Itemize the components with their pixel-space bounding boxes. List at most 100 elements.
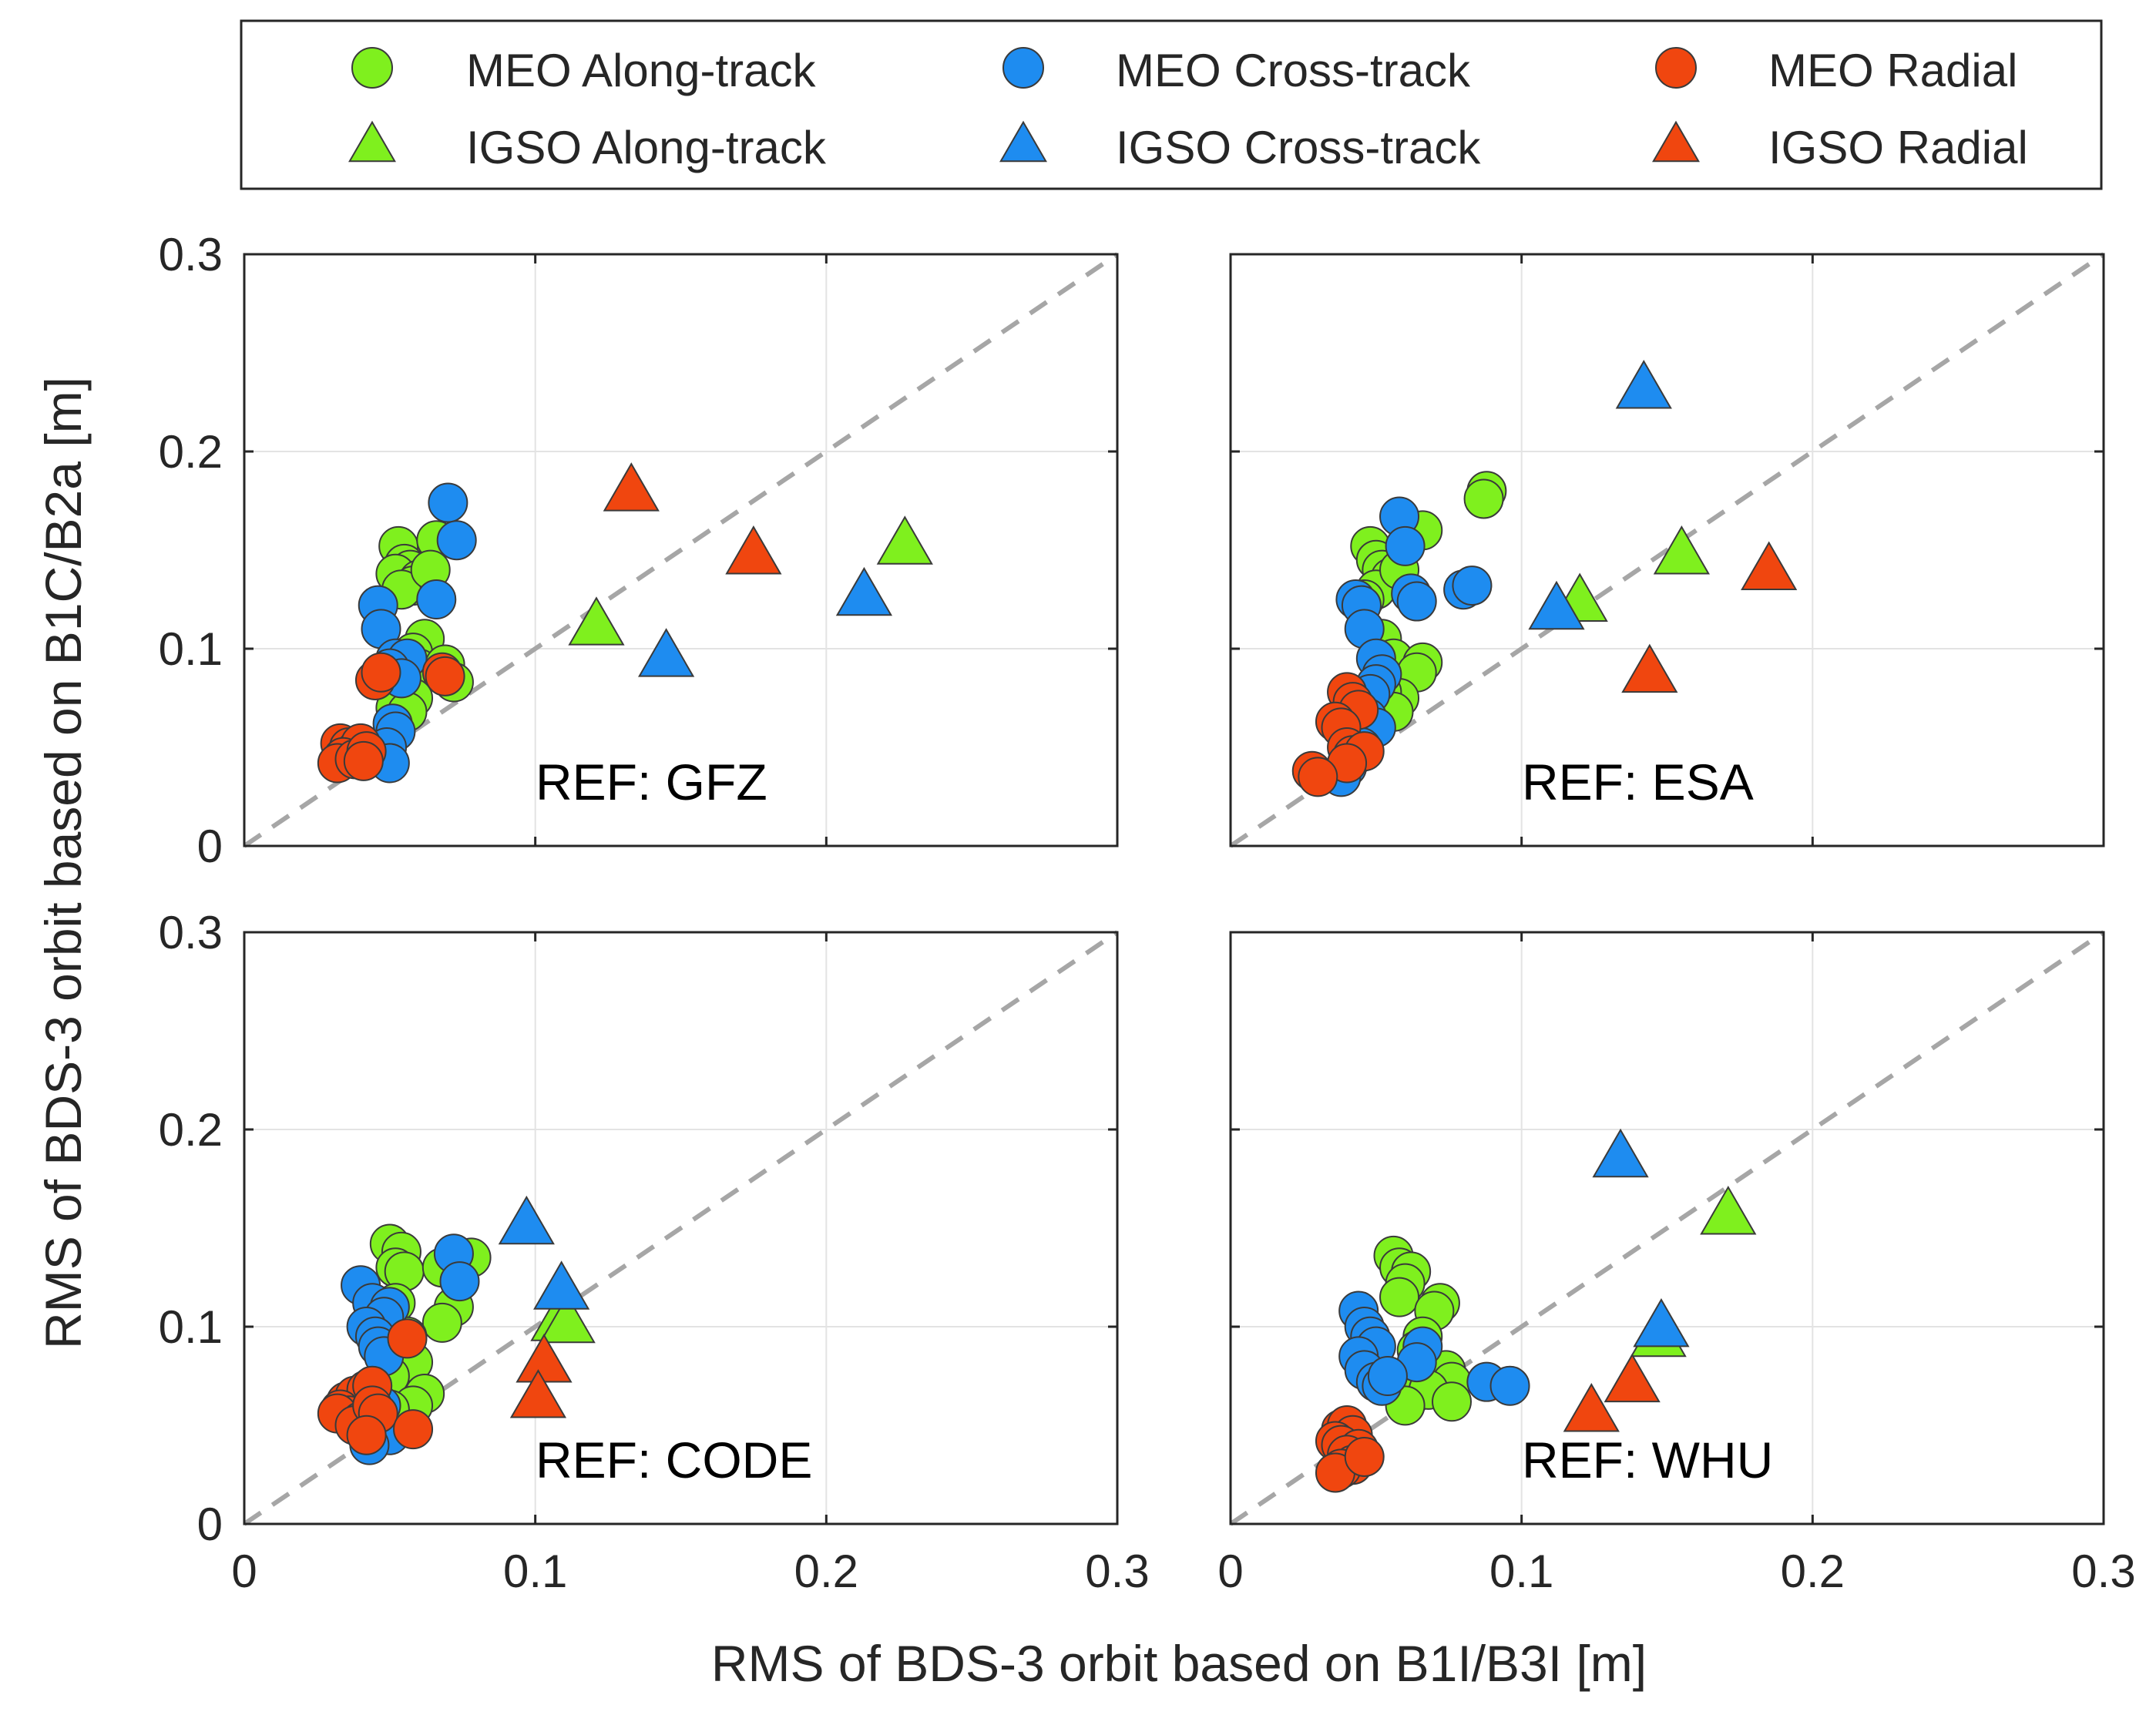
series-meo-radial <box>317 652 465 784</box>
point-meo-radial <box>393 1409 434 1450</box>
series-igso-along-track <box>530 1292 596 1344</box>
series-igso-radial <box>1563 1353 1661 1432</box>
panel-annotation: REF: WHU <box>1522 1431 1773 1488</box>
y-tick-label: 0 <box>197 821 223 872</box>
x-tick-label: 0.3 <box>1085 1546 1149 1597</box>
point-igso-cross-track <box>1615 360 1672 409</box>
point-meo-cross-track <box>1367 1356 1408 1396</box>
axes-box <box>243 931 1119 1525</box>
legend-label: MEO Radial <box>1768 45 2017 96</box>
axes-box <box>1229 253 2105 847</box>
point-meo-along-track <box>1432 1381 1473 1422</box>
legend-item-igso-radial: IGSO Radial <box>1652 120 2028 173</box>
axes-box <box>243 253 1119 847</box>
point-meo-radial <box>346 1415 387 1455</box>
y-tick-label: 0.3 <box>159 229 223 280</box>
series-meo-radial <box>317 1318 434 1455</box>
point-igso-cross-track <box>533 1260 590 1310</box>
point-meo-radial <box>1344 1436 1385 1477</box>
point-igso-along-track <box>876 515 933 565</box>
legend-label: IGSO Cross-track <box>1116 122 1481 173</box>
point-meo-cross-track <box>439 1261 480 1302</box>
panel-annotation: REF: GFZ <box>536 753 767 811</box>
x-tick-label: 0 <box>231 1546 257 1597</box>
axes-box <box>1229 931 2105 1525</box>
legend-label: IGSO Radial <box>1768 122 2028 173</box>
x-tick-label: 0.2 <box>1781 1546 1845 1597</box>
series-igso-along-track <box>568 515 933 646</box>
x-tick-label: 0.1 <box>1489 1546 1553 1597</box>
y-axis-label: RMS of BDS-3 orbit based on B1C/B2a [m] <box>35 377 92 1349</box>
reference-line-diagonal <box>1229 930 2105 1526</box>
series-igso-cross-track <box>1528 360 1672 630</box>
panel-annotation: REF: ESA <box>1522 753 1754 811</box>
x-axis-label: RMS of BDS-3 orbit based on B1I/B3I [m] <box>711 1635 1647 1692</box>
x-tick-label: 0.2 <box>794 1546 858 1597</box>
point-igso-radial <box>603 462 660 512</box>
point-meo-radial <box>387 1318 428 1359</box>
legend-box <box>240 19 2103 190</box>
point-igso-cross-track <box>1528 580 1585 630</box>
panel-ref-whu: 0 0.1 0.2 0.3 REF: WHU <box>1217 930 2136 1597</box>
series-igso-cross-track <box>638 566 893 677</box>
point-igso-radial <box>509 1369 567 1418</box>
legend-marker-triangle <box>999 120 1047 163</box>
point-igso-radial <box>1563 1383 1620 1432</box>
series-igso-radial <box>509 1334 573 1418</box>
y-tick-label: 0.1 <box>159 623 223 675</box>
legend: MEO Along-track MEO Cross-track MEO Radial… <box>240 19 2103 190</box>
panel-annotation: REF: CODE <box>536 1431 812 1488</box>
legend-marker-triangle <box>348 120 396 163</box>
series-meo-cross-track <box>1338 1290 1530 1406</box>
point-igso-radial <box>1741 541 1798 590</box>
point-meo-cross-track <box>428 482 468 523</box>
point-igso-along-track <box>568 596 625 646</box>
legend-item-igso-along-track: IGSO Along-track <box>348 120 827 173</box>
x-tick-label: 0.1 <box>503 1546 567 1597</box>
point-igso-radial <box>1621 643 1678 693</box>
y-tick-label: 0.1 <box>159 1301 223 1353</box>
y-tick-label: 0 <box>197 1499 223 1550</box>
point-meo-radial <box>1298 757 1338 797</box>
legend-marker-circle <box>1002 47 1044 89</box>
legend-marker-triangle <box>1652 120 1700 163</box>
y-tick-label: 0.3 <box>159 907 223 958</box>
series-igso-cross-track <box>1592 1128 1690 1348</box>
series-meo-radial <box>1315 1405 1385 1493</box>
point-igso-radial <box>725 525 782 575</box>
y-tick-label: 0.2 <box>159 426 223 478</box>
point-meo-cross-track <box>1452 566 1493 606</box>
legend-label: MEO Cross-track <box>1116 45 1471 96</box>
legend-item-meo-along-track: MEO Along-track <box>351 45 816 96</box>
series-igso-radial <box>1621 541 1798 693</box>
legend-label: IGSO Along-track <box>466 122 827 173</box>
series-meo-radial <box>1291 672 1385 797</box>
legend-item-igso-cross-track: IGSO Cross-track <box>999 120 1481 173</box>
point-igso-along-track <box>539 1294 596 1344</box>
legend-item-meo-cross-track: MEO Cross-track <box>1002 45 1471 96</box>
panel-ref-gfz: 0 0.1 0.2 0.3 REF: GFZ <box>159 229 1119 872</box>
point-meo-along-track <box>1463 478 1504 519</box>
panels: 0 0.1 0.2 0.3 REF: GFZ REF: ESA 0 0.1 0.2 0.3 0 0.1… <box>159 229 2136 1597</box>
panel-ref-code: 0 0.1 0.2 0.3 0 0.1 0.2 0.3 REF: CODE <box>159 907 1150 1597</box>
point-meo-cross-track <box>1385 525 1426 566</box>
point-igso-along-track <box>1653 525 1710 575</box>
point-meo-along-track <box>1379 1277 1420 1317</box>
point-igso-cross-track <box>638 628 695 677</box>
series-igso-cross-track <box>498 1195 590 1310</box>
series-igso-radial <box>603 462 782 575</box>
panel-ref-esa: REF: ESA <box>1229 252 2105 848</box>
point-meo-cross-track <box>416 579 457 619</box>
point-meo-along-track <box>421 1302 462 1343</box>
point-igso-radial <box>1604 1353 1661 1403</box>
point-igso-cross-track <box>835 566 893 616</box>
legend-label: MEO Along-track <box>466 45 816 96</box>
legend-marker-circle <box>1655 47 1697 89</box>
point-meo-radial <box>361 652 401 693</box>
x-tick-label: 0 <box>1217 1546 1243 1597</box>
legend-item-meo-radial: MEO Radial <box>1655 45 2017 96</box>
point-meo-radial <box>343 740 384 781</box>
point-igso-cross-track <box>1633 1297 1690 1348</box>
point-meo-cross-track <box>1489 1365 1530 1406</box>
